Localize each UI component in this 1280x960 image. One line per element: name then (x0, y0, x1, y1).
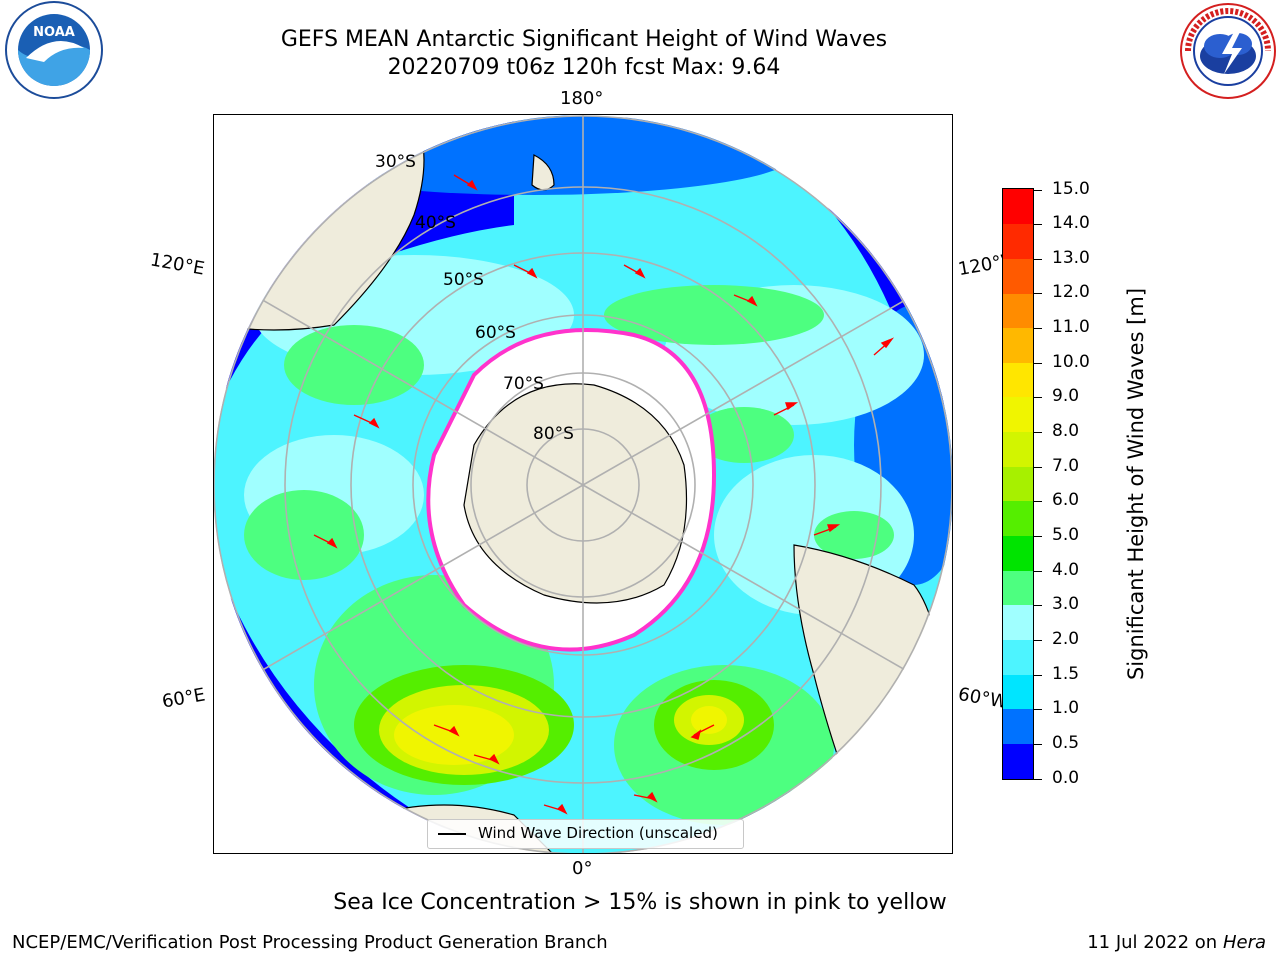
colorbar-tick-label: 1.5 (1052, 663, 1080, 684)
colorbar-segment (1003, 258, 1033, 294)
map-panel: Wind Wave Direction (unscaled) (213, 114, 953, 854)
colorbar-segment (1003, 535, 1033, 571)
colorbar-segment (1003, 570, 1033, 606)
colorbar-tick (1034, 466, 1042, 468)
colorbar-segment (1003, 466, 1033, 502)
colorbar-tick-label: 10.0 (1052, 351, 1090, 372)
chart-title: GEFS MEAN Antarctic Significant Height o… (280, 27, 888, 52)
colorbar-tick-label: 9.0 (1052, 386, 1080, 407)
colorbar-tick (1034, 778, 1042, 780)
colorbar-tick-label: 0.0 (1052, 767, 1080, 788)
madagascar-landmass (214, 761, 295, 816)
lat-label-30s: 30°S (375, 152, 416, 172)
map-canvas (214, 115, 952, 853)
lat-label-50s: 50°S (443, 270, 484, 290)
colorbar-segment (1003, 500, 1033, 537)
colorbar-tick (1034, 570, 1042, 572)
footer-host: Hera (1222, 932, 1266, 953)
colorbar-title: Significant Height of Wind Waves [m] (1124, 287, 1148, 681)
colorbar-tick-label: 12.0 (1052, 282, 1090, 303)
colorbar-tick (1034, 432, 1042, 434)
colorbar-segment (1003, 327, 1033, 363)
colorbar-segment (1003, 743, 1033, 779)
colorbar-tick-label: 13.0 (1052, 247, 1090, 268)
lat-label-80s: 80°S (533, 424, 574, 444)
colorbar-segment (1003, 604, 1033, 640)
colorbar-tick (1034, 535, 1042, 537)
colorbar (1002, 188, 1034, 780)
colorbar-tick (1034, 224, 1042, 226)
colorbar-tick-label: 3.0 (1052, 594, 1080, 615)
colorbar-segment (1003, 639, 1033, 675)
colorbar-tick (1034, 709, 1042, 711)
colorbar-segment (1003, 708, 1033, 744)
footer-branch: NCEP/EMC/Verification Post Processing Pr… (12, 932, 608, 953)
colorbar-tick-label: 2.0 (1052, 628, 1080, 649)
noaa-logo-text: NOAA (33, 25, 75, 40)
colorbar-tick (1034, 258, 1042, 260)
sea-ice-note: Sea Ice Concentration > 15% is shown in … (333, 890, 947, 915)
colorbar-tick (1034, 328, 1042, 330)
legend-label: Wind Wave Direction (unscaled) (478, 824, 718, 842)
colorbar-tick-label: 6.0 (1052, 490, 1080, 511)
lat-label-60s: 60°S (475, 323, 516, 343)
colorbar-tick (1034, 639, 1042, 641)
noaa-logo: NOAA (5, 1, 103, 99)
chart-subtitle: 20220709 t06z 120h fcst Max: 9.64 (387, 55, 781, 80)
lon-label-120e: 120°E (148, 249, 207, 280)
lon-label-180: 180° (560, 88, 604, 109)
colorbar-tick (1034, 293, 1042, 295)
antarctica-landmass (463, 383, 688, 604)
lat-label-40s: 40°S (415, 213, 456, 233)
lat-label-70s: 70°S (503, 374, 544, 394)
colorbar-tick-label: 14.0 (1052, 213, 1090, 234)
nws-logo (1180, 3, 1276, 99)
new-zealand-landmass (531, 154, 555, 191)
colorbar-tick-label: 5.0 (1052, 524, 1080, 545)
colorbar-segment (1003, 189, 1033, 225)
footer-date-text: 11 Jul 2022 on (1087, 932, 1223, 953)
colorbar-segment (1003, 431, 1033, 467)
colorbar-tick (1034, 501, 1042, 503)
colorbar-tick (1034, 605, 1042, 607)
colorbar-segment (1003, 292, 1033, 329)
footer-date: 11 Jul 2022 on Hera (1087, 932, 1266, 953)
colorbar-tick-label: 15.0 (1052, 178, 1090, 199)
colorbar-segment (1003, 396, 1033, 433)
graticule (214, 115, 952, 853)
wave-height-field (214, 115, 952, 853)
colorbar-segment (1003, 674, 1033, 710)
colorbar-tick (1034, 674, 1042, 676)
colorbar-tick-label: 7.0 (1052, 455, 1080, 476)
colorbar-tick-label: 4.0 (1052, 559, 1080, 580)
colorbar-segment (1003, 223, 1033, 259)
colorbar-tick (1034, 362, 1042, 364)
colorbar-segment (1003, 362, 1033, 398)
colorbar-tick-label: 0.5 (1052, 732, 1080, 753)
lon-label-0: 0° (572, 858, 593, 879)
legend-line-sample (438, 833, 466, 835)
lon-label-60e: 60°E (160, 684, 207, 713)
colorbar-tick-label: 11.0 (1052, 317, 1090, 338)
colorbar-tick (1034, 743, 1042, 745)
colorbar-tick (1034, 397, 1042, 399)
colorbar-tick-label: 1.0 (1052, 698, 1080, 719)
wave-direction-arrows (313, 174, 895, 815)
colorbar-tick-label: 8.0 (1052, 421, 1080, 442)
colorbar-tick (1034, 189, 1042, 191)
map-legend: Wind Wave Direction (unscaled) (427, 819, 744, 849)
